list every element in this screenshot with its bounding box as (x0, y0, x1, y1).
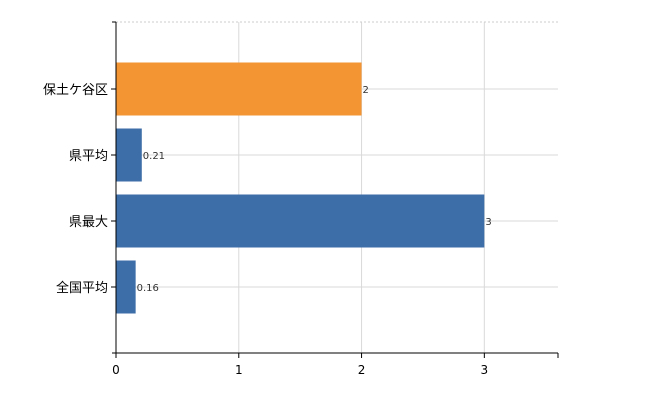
x-tick-label: 0 (112, 363, 120, 377)
category-label: 保土ケ谷区 (43, 83, 108, 98)
category-label: 全国平均 (56, 280, 108, 296)
data-label: 0.21 (143, 151, 165, 162)
data-label: 0.16 (137, 283, 159, 294)
x-tick-label: 1 (235, 363, 243, 377)
bar (116, 194, 485, 248)
bar (116, 260, 136, 314)
category-label: 県平均 (69, 149, 108, 164)
data-label: 2 (363, 85, 369, 96)
category-label: 県最大 (69, 215, 108, 230)
bar-layer (116, 62, 485, 314)
x-tick-label: 2 (358, 363, 366, 377)
data-label: 3 (485, 217, 491, 228)
x-tick-label: 3 (481, 363, 489, 377)
bar (116, 128, 142, 182)
axis-layer (111, 21, 559, 358)
bar (116, 62, 362, 116)
